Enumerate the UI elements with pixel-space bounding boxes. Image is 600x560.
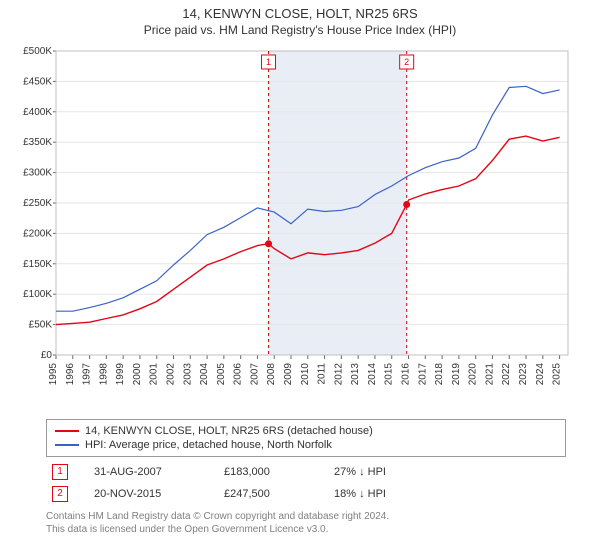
x-tick-label: 2018 — [434, 363, 445, 386]
y-tick-label: £450K — [23, 76, 52, 87]
x-tick-label: 2010 — [300, 363, 311, 386]
chart-title: 14, KENWYN CLOSE, HOLT, NR25 6RS — [10, 6, 590, 21]
y-tick-label: £500K — [23, 46, 52, 57]
y-tick-label: £50K — [29, 320, 53, 331]
y-tick-label: £300K — [23, 168, 52, 179]
x-tick-label: 1997 — [82, 363, 93, 386]
sale-price: £247,500 — [218, 483, 328, 505]
x-tick-label: 2019 — [451, 363, 462, 386]
x-tick-label: 1996 — [65, 363, 76, 386]
x-tick-label: 1995 — [48, 363, 59, 386]
x-tick-label: 2003 — [182, 363, 193, 386]
x-tick-label: 2013 — [350, 363, 361, 386]
x-tick-label: 2002 — [166, 363, 177, 386]
x-tick-label: 2012 — [333, 363, 344, 386]
legend-item: HPI: Average price, detached house, Nort… — [55, 438, 557, 452]
sale-marker-label: 2 — [404, 57, 409, 67]
x-tick-label: 2009 — [283, 363, 294, 386]
chart-subtitle: Price paid vs. HM Land Registry's House … — [10, 23, 590, 37]
x-tick-label: 2014 — [367, 363, 378, 386]
footer-line-2: This data is licensed under the Open Gov… — [46, 524, 566, 537]
sale-marker-box: 2 — [52, 486, 68, 502]
x-tick-label: 2007 — [249, 363, 260, 386]
sale-delta: 18% ↓ HPI — [328, 483, 566, 505]
sale-date: 20-NOV-2015 — [88, 483, 218, 505]
x-tick-label: 2024 — [535, 363, 546, 386]
legend-item: 14, KENWYN CLOSE, HOLT, NR25 6RS (detach… — [55, 424, 557, 438]
x-tick-label: 2000 — [132, 363, 143, 386]
footer-line-1: Contains HM Land Registry data © Crown c… — [46, 511, 566, 524]
x-tick-label: 1999 — [115, 363, 126, 386]
y-tick-label: £100K — [23, 289, 52, 300]
x-tick-label: 2016 — [401, 363, 412, 386]
y-tick-label: £200K — [23, 228, 52, 239]
y-tick-label: £0 — [41, 350, 53, 361]
y-tick-label: £150K — [23, 259, 52, 270]
price-chart: £0 £50K £100K £150K £200K £250K £300K £350K £400… — [10, 43, 580, 413]
sale-delta: 27% ↓ HPI — [328, 461, 566, 483]
y-tick-label: £400K — [23, 107, 52, 118]
legend-label: 14, KENWYN CLOSE, HOLT, NR25 6RS (detach… — [85, 425, 373, 437]
legend: 14, KENWYN CLOSE, HOLT, NR25 6RS (detach… — [46, 419, 566, 457]
x-tick-label: 2020 — [468, 363, 479, 386]
x-tick-label: 2025 — [552, 363, 563, 386]
x-tick-label: 2006 — [233, 363, 244, 386]
x-tick-label: 2023 — [518, 363, 529, 386]
legend-label: HPI: Average price, detached house, Nort… — [85, 439, 332, 451]
sale-row: 1 31-AUG-2007£183,00027% ↓ HPI — [46, 461, 566, 483]
x-tick-label: 2001 — [149, 363, 160, 386]
y-tick-label: £250K — [23, 198, 52, 209]
x-tick-label: 2005 — [216, 363, 227, 386]
x-tick-label: 2004 — [199, 363, 210, 386]
sale-row: 2 20-NOV-2015£247,50018% ↓ HPI — [46, 483, 566, 505]
sale-marker-box: 1 — [52, 464, 68, 480]
x-tick-label: 1998 — [98, 363, 109, 386]
x-tick-label: 2022 — [501, 363, 512, 386]
y-tick-label: £350K — [23, 137, 52, 148]
x-tick-label: 2015 — [384, 363, 395, 386]
sale-marker-label: 1 — [266, 57, 271, 67]
x-tick-label: 2017 — [417, 363, 428, 386]
legend-swatch — [55, 430, 79, 432]
attribution: Contains HM Land Registry data © Crown c… — [46, 511, 566, 536]
legend-swatch — [55, 444, 79, 446]
sale-price: £183,000 — [218, 461, 328, 483]
x-tick-label: 2021 — [484, 363, 495, 386]
sales-table: 1 31-AUG-2007£183,00027% ↓ HPI 2 20-NOV-201… — [46, 461, 566, 505]
x-tick-label: 2008 — [266, 363, 277, 386]
x-tick-label: 2011 — [317, 363, 328, 385]
sale-date: 31-AUG-2007 — [88, 461, 218, 483]
